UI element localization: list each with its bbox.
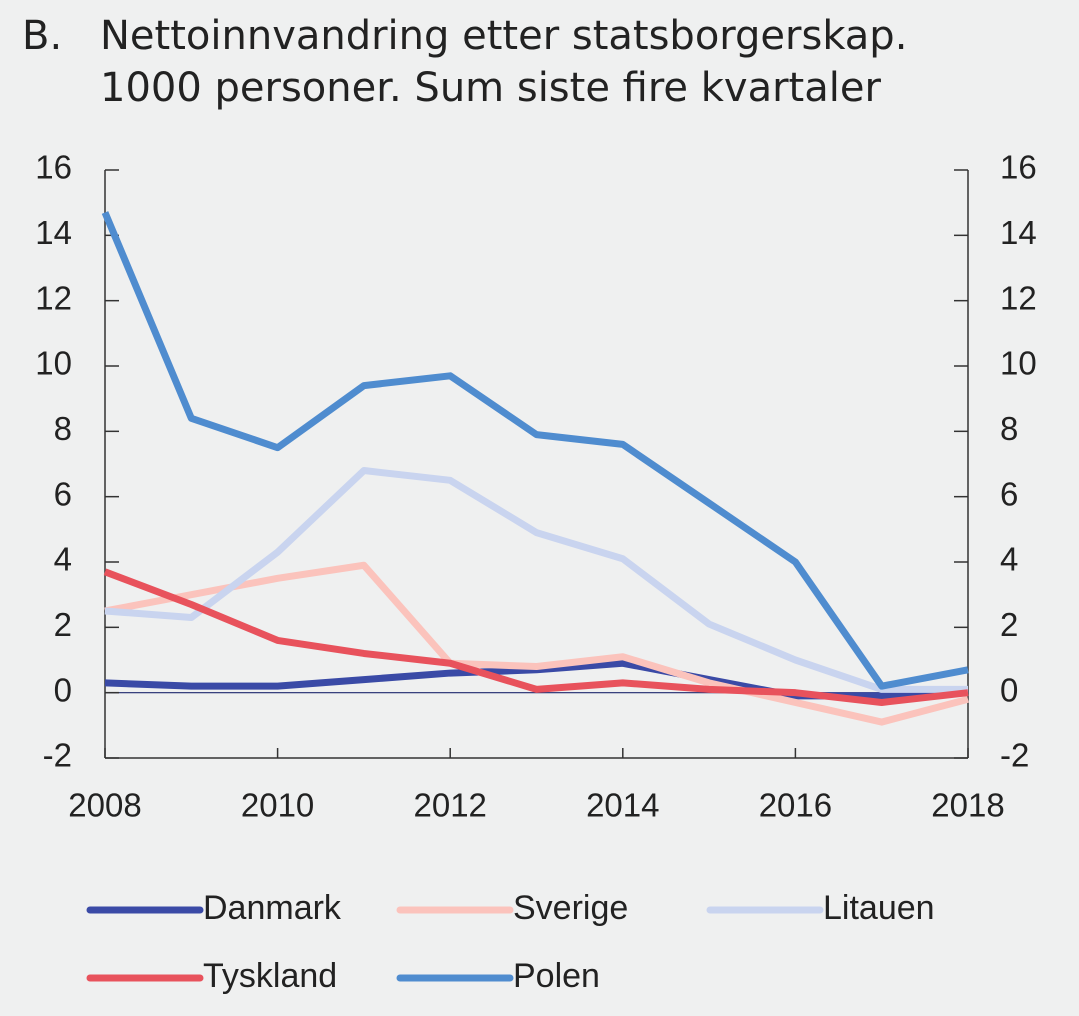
y-tick-label: 12 bbox=[35, 279, 72, 316]
y2-tick-label: 10 bbox=[1000, 345, 1037, 382]
x-tick-label: 2008 bbox=[68, 787, 141, 824]
series-line bbox=[103, 568, 969, 706]
series-line bbox=[104, 467, 968, 693]
y-tick-label: 16 bbox=[35, 149, 72, 186]
legend-label: Polen bbox=[513, 957, 600, 995]
legend-label: Danmark bbox=[203, 889, 342, 927]
y2-tick-label: 14 bbox=[1000, 214, 1037, 251]
legend-label: Litauen bbox=[823, 889, 935, 927]
y2-tick-label: -2 bbox=[1000, 737, 1029, 774]
y2-tick-label: 2 bbox=[1000, 606, 1018, 643]
legend-label: Sverige bbox=[513, 889, 628, 927]
y2-tick-label: 12 bbox=[1000, 279, 1037, 316]
x-tick-label: 2010 bbox=[241, 787, 314, 824]
chart-title: Nettoinnvandring etter statsborgerskap. bbox=[100, 13, 907, 59]
y-tick-label: 0 bbox=[54, 671, 72, 708]
y-tick-label: 14 bbox=[35, 214, 72, 251]
y-tick-label: 2 bbox=[54, 606, 72, 643]
x-tick-label: 2012 bbox=[413, 787, 486, 824]
x-tick-label: 2016 bbox=[759, 787, 832, 824]
y2-tick-label: 6 bbox=[1000, 475, 1018, 512]
x-tick-label: 2014 bbox=[586, 787, 659, 824]
series-line bbox=[104, 561, 969, 726]
panel-label: B. bbox=[22, 13, 62, 59]
y-tick-label: 4 bbox=[54, 541, 72, 578]
y-tick-label: -2 bbox=[43, 737, 72, 774]
chart-subtitle: 1000 personer. Sum siste fire kvartaler bbox=[100, 65, 881, 111]
y-tick-label: 6 bbox=[54, 475, 72, 512]
x-tick-label: 2018 bbox=[931, 787, 1004, 824]
y2-tick-label: 16 bbox=[1000, 149, 1037, 186]
y2-tick-label: 8 bbox=[1000, 410, 1018, 447]
legend-label: Tyskland bbox=[203, 957, 337, 995]
y2-tick-label: 4 bbox=[1000, 541, 1018, 578]
y2-tick-label: 0 bbox=[1000, 671, 1018, 708]
y-tick-label: 8 bbox=[54, 410, 72, 447]
y-tick-label: 10 bbox=[35, 345, 72, 382]
series-line bbox=[101, 211, 969, 690]
